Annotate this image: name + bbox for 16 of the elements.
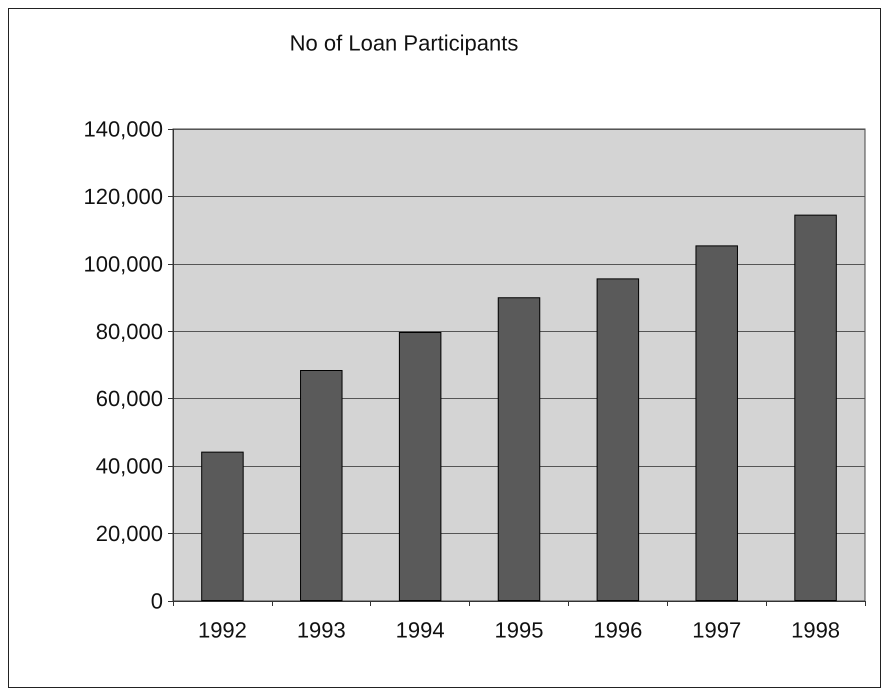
- y-tick-label: 80,000: [96, 318, 163, 344]
- y-tick-label: 140,000: [83, 116, 163, 142]
- x-tick-label: 1993: [296, 618, 346, 642]
- chart-title: No of Loan Participants: [290, 30, 518, 56]
- y-tick-label: 60,000: [96, 386, 163, 412]
- y-tick-label: 0: [150, 588, 163, 614]
- x-tick-label: 1995: [494, 618, 544, 642]
- y-tick-label: 120,000: [83, 184, 163, 209]
- x-tick-label: 1992: [198, 618, 247, 642]
- x-tick-label: 1998: [791, 618, 840, 642]
- x-tick-label: 1996: [593, 618, 642, 642]
- y-tick-label: 20,000: [96, 521, 163, 546]
- x-tick-label: 1997: [692, 618, 742, 642]
- y-tick-label: 100,000: [83, 251, 163, 276]
- x-tick-label: 1994: [396, 618, 445, 642]
- y-tick-label: 40,000: [96, 454, 163, 479]
